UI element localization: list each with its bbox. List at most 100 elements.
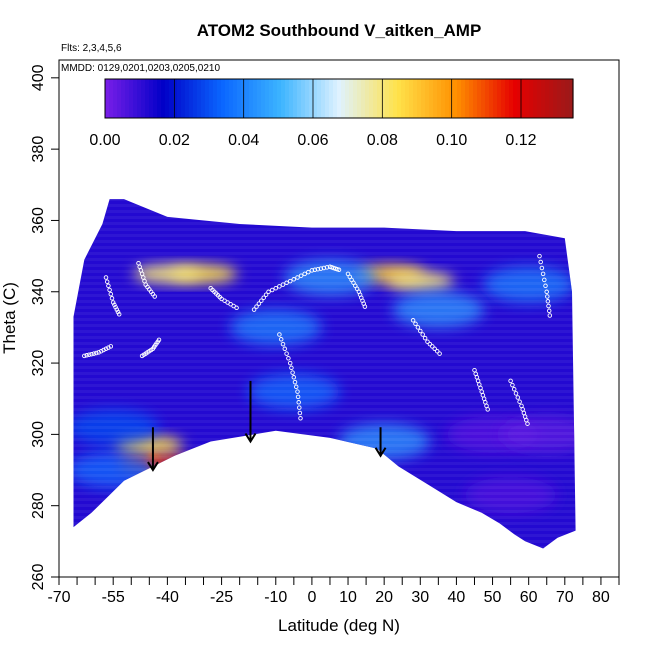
colorbar-segment [441,79,446,118]
arrow-2 [374,427,387,458]
sample-point [84,353,89,358]
colorbar-segment [389,79,394,118]
colorbar-segment [205,79,210,118]
colorbar-segment [485,79,490,118]
colorbar-segment [489,79,494,118]
x-tick-label-6: 10 [339,589,357,606]
sample-point [290,370,295,375]
sample-point [284,280,289,286]
colorbar-segment [417,79,422,118]
arrows [147,380,387,472]
flights-annotation: Flts: 2,3,4,5,6 [61,43,122,54]
sample-point [112,302,117,308]
sample-track-10 [537,253,553,318]
colorbar-segment [525,79,530,118]
sample-point [296,400,301,405]
colorbar-segment [505,79,510,118]
sample-point [517,399,522,404]
sample-point [108,344,114,349]
colorbar-segment [225,79,230,118]
colorbar-segment [521,79,526,118]
colorbar-segment [549,79,554,118]
colorbar-segment [501,79,506,118]
sample-point [114,307,120,312]
sample-point [336,267,342,273]
colorbar-segment [425,79,430,118]
colorbar-segment [289,79,294,118]
sample-point [263,292,269,297]
colorbar-segment [301,79,306,118]
sample-point [432,346,437,352]
colorbar-segment [249,79,254,118]
arrow-0 [147,427,159,472]
colorbar-segment [193,79,198,118]
colorbar-segment [153,79,158,118]
colorbar-segment [137,79,142,118]
sample-point [291,277,297,282]
y-tick-label-4: 340 [30,278,47,305]
sample-point [538,259,543,265]
sample-point [266,289,271,295]
colorbar-tick-label-4: 0.08 [367,132,398,149]
sample-point [277,332,282,337]
colorbar-segment [313,79,318,118]
sample-point [309,268,315,273]
sample-point [485,407,490,412]
sample-track-5 [208,285,239,311]
colorbar-segment [189,79,194,118]
colorbar-segment [269,79,274,118]
colorbar-segment [117,79,122,118]
sample-point [298,416,303,421]
colorbar-segment [529,79,534,118]
sample-point [292,379,298,385]
colorbar-segment [477,79,482,118]
colorbar-segment [177,79,182,118]
sample-point [280,282,286,287]
sample-point [254,304,259,309]
colorbar-segment [265,79,270,118]
colorbar-segment [513,79,518,118]
x-tick-label-7: 20 [375,589,393,606]
x-tick-label-9: 40 [448,589,466,606]
sample-point [113,304,118,310]
colorbar-segment [553,79,558,118]
sample-track-0 [103,275,122,317]
colorbar-segment [493,79,498,118]
y-tick-label-6: 380 [30,136,47,163]
sample-point [545,294,550,299]
colorbar-segment [221,79,226,118]
sample-point [410,318,416,323]
colorbar-segment [317,79,322,118]
colorbar-tick-label-1: 0.02 [159,132,190,149]
colorbar-segment [237,79,242,118]
sample-point [106,283,111,289]
sample-point [277,284,282,289]
sample-point [420,332,425,337]
x-tick-label-5: 0 [307,589,316,606]
colorbar-segment [185,79,190,118]
colorbar-segment [149,79,154,118]
sample-point [282,346,288,352]
colorbar-segment [229,79,234,118]
colorbar-segment [325,79,330,118]
colorbar-segment [369,79,374,118]
sample-track-3 [139,337,162,359]
sample-point [101,347,106,353]
colorbar-segment [481,79,486,118]
colorbar-segment [433,79,438,118]
colorbar-segment [517,79,522,118]
x-tick-label-1: -55 [102,589,125,606]
colorbar-tick-label-2: 0.04 [228,132,259,149]
sample-point [513,391,519,396]
colorbar-segment [121,79,126,118]
sample-point [287,278,293,284]
y-tick-label-2: 300 [30,421,47,448]
sample-point [302,271,307,277]
colorbar-segment [233,79,238,118]
colorbar-segment [453,79,458,118]
sample-track-7 [410,318,442,356]
dates-annotation: MMDD: 0129,0201,0203,0205,0210 [61,63,220,74]
colorbar-segment [545,79,550,118]
sample-tracks [82,253,553,426]
sample-point [515,395,521,400]
